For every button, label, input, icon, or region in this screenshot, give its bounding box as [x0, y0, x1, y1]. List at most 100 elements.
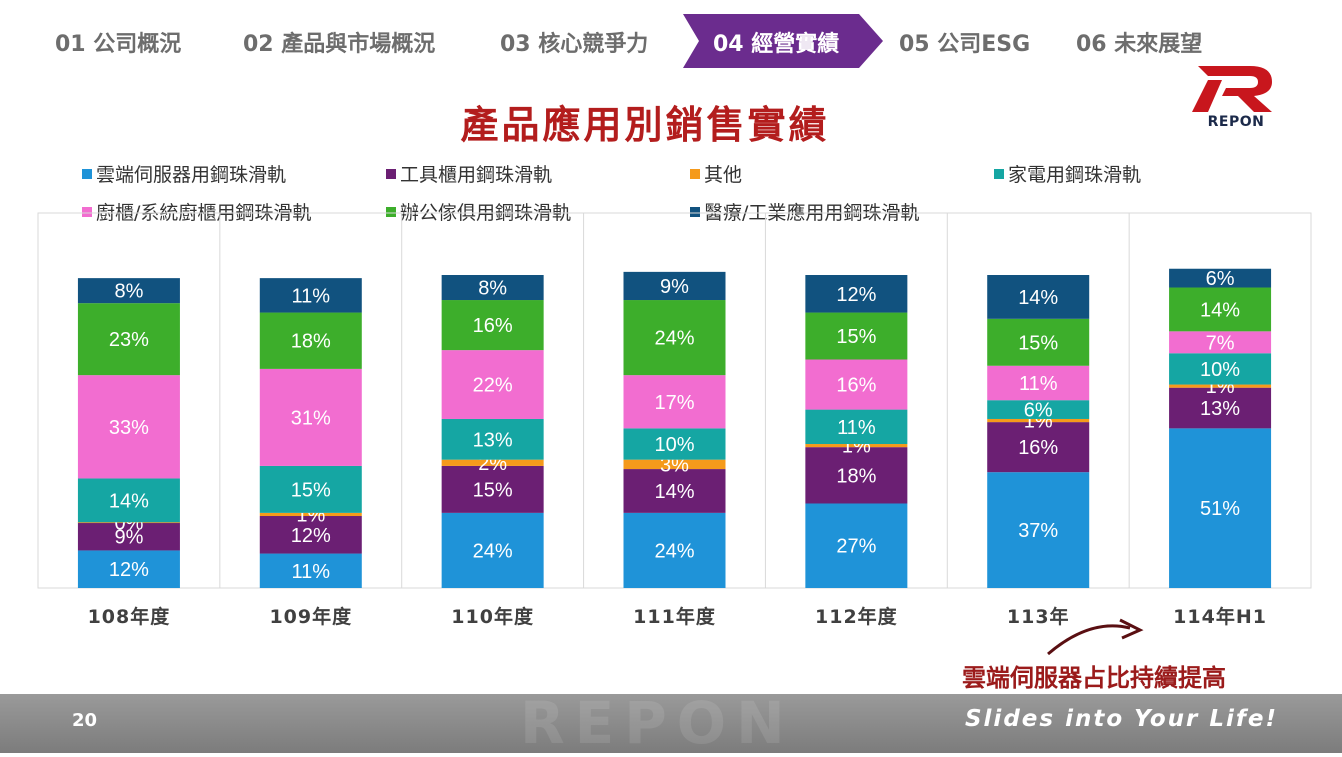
nav-item-core-competence[interactable]: 03 核心競爭力 [500, 32, 649, 57]
bar-segment [805, 409, 908, 445]
nav-item-company-overview[interactable]: 01 公司概況 [55, 32, 182, 57]
data-label: 14% [1018, 287, 1058, 309]
bar-segment [1169, 428, 1272, 588]
data-label: 18% [836, 465, 876, 487]
data-label: 3% [660, 454, 689, 476]
bar-segment [805, 312, 908, 360]
footer-bar: REPON 20 Slides into Your Life! [0, 694, 1342, 753]
bar-segment [1169, 387, 1272, 429]
nav-item-outlook[interactable]: 06 未來展望 [1076, 32, 1203, 57]
data-label: 10% [654, 434, 694, 456]
bar-segment [805, 444, 908, 448]
bar-segment [623, 428, 726, 460]
annotation-text: 雲端伺服器占比持續提高 [962, 664, 1226, 692]
legend-item-cloud-server: 雲端伺服器用鋼珠滑軌 [82, 160, 286, 187]
bar-segment [623, 375, 726, 429]
legend-swatch [386, 168, 396, 179]
legend-label: 其他 [704, 164, 743, 186]
bar-segment [77, 550, 180, 588]
legend-label: 工具櫃用鋼珠滑軌 [400, 164, 553, 186]
bar-segment [441, 465, 544, 513]
bar-segment [623, 300, 726, 376]
bar-segment [987, 400, 1090, 419]
data-label: 12% [291, 525, 331, 547]
bar-segment [259, 465, 362, 513]
logo-text: REPON [1207, 114, 1265, 130]
data-label: 6% [1206, 268, 1235, 290]
legend-swatch [994, 168, 1004, 179]
data-label: 9% [660, 276, 689, 298]
bar-segment [441, 418, 544, 460]
data-label: 23% [109, 329, 149, 351]
bar-segment [77, 303, 180, 376]
category-label: 110年度 [451, 605, 534, 628]
category-label: 112年度 [815, 605, 898, 628]
data-label: 12% [109, 559, 149, 581]
bar-segment [623, 469, 726, 513]
legend-label: 家電用鋼珠滑軌 [1008, 164, 1142, 186]
section-nav: 01 公司概況 02 產品與市場概況 03 核心競爭力 04 經營實績 05 公… [0, 14, 1342, 68]
data-label: 51% [1200, 498, 1240, 520]
nav-active-label: 04 經營實績 [713, 32, 840, 57]
data-label: 11% [292, 285, 331, 307]
bar-segment [259, 368, 362, 466]
bar-segment [987, 418, 1090, 423]
bar-segment [77, 478, 180, 523]
bar-segment [623, 271, 726, 301]
bar-segment [441, 459, 544, 466]
bar-segment [441, 350, 544, 419]
footer-watermark-logo: REPON [520, 689, 795, 757]
bar-segment [1169, 287, 1272, 332]
data-label: 15% [473, 479, 513, 501]
data-label: 11% [1019, 373, 1058, 395]
bar-segment [259, 312, 362, 369]
bar-segment [623, 512, 726, 588]
data-label: 13% [473, 429, 513, 451]
data-label: 33% [109, 417, 149, 439]
data-label: 14% [654, 481, 694, 503]
bar-segment [77, 375, 180, 479]
bar-segment [805, 447, 908, 504]
bar-segment [1169, 331, 1272, 354]
legend-label: 雲端伺服器用鋼珠滑軌 [96, 164, 287, 186]
bar-segment [441, 512, 544, 588]
data-label: 31% [291, 407, 331, 429]
data-label: 14% [1200, 299, 1240, 321]
legend-swatch [690, 168, 700, 179]
bar-segment [805, 359, 908, 410]
data-label: 37% [1018, 520, 1058, 542]
data-label: 7% [1206, 332, 1235, 354]
data-label: 11% [837, 417, 876, 439]
nav-item-esg[interactable]: 05 公司ESG [899, 32, 1031, 57]
bar-segment [77, 522, 180, 524]
legend-swatch [82, 168, 92, 179]
nav-item-products-market[interactable]: 02 產品與市場概況 [243, 32, 436, 57]
category-label: 108年度 [88, 605, 171, 628]
data-label: 16% [473, 315, 513, 337]
bar-segment [987, 275, 1090, 319]
bar-segment [987, 422, 1090, 473]
footer-slogan: Slides into Your Life! [964, 706, 1278, 732]
data-label: 15% [1018, 332, 1058, 354]
bar-segment [805, 275, 908, 313]
data-label: 24% [654, 328, 694, 350]
category-label: 114年H1 [1173, 605, 1267, 628]
bar-segment [1169, 353, 1272, 385]
data-label: 15% [291, 479, 331, 501]
data-label: 15% [836, 326, 876, 348]
bar-segment [259, 512, 362, 517]
legend-item-tool-cabinet: 工具櫃用鋼珠滑軌 [386, 160, 552, 187]
data-label: 8% [478, 278, 507, 300]
data-label: 24% [654, 540, 694, 562]
bar-segment [987, 318, 1090, 366]
bar-segment [1169, 268, 1272, 288]
data-label: 6% [1024, 400, 1053, 422]
bar-segment [259, 278, 362, 313]
bar-segment [623, 459, 726, 470]
data-label: 24% [473, 540, 513, 562]
bar-segment [441, 300, 544, 351]
nav-item-operating-results[interactable]: 04 經營實績 [683, 14, 883, 68]
data-label: 11% [292, 561, 331, 583]
data-label: 13% [1200, 398, 1240, 420]
data-label: 17% [654, 392, 694, 414]
